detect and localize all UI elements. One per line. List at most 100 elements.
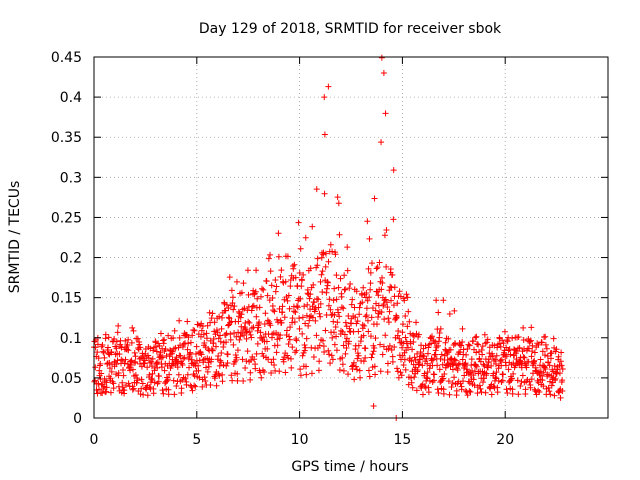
data-point [206, 309, 213, 316]
data-point [254, 327, 261, 334]
data-point [124, 342, 131, 349]
data-point [335, 200, 342, 207]
data-point [184, 318, 191, 325]
data-point [292, 274, 299, 281]
data-point [101, 383, 108, 390]
data-point [257, 329, 264, 336]
data-point [520, 353, 527, 360]
data-point [402, 334, 409, 341]
data-point [401, 356, 408, 363]
data-point [510, 370, 517, 377]
data-point [460, 346, 467, 353]
data-point [193, 351, 200, 358]
data-point [94, 341, 101, 348]
data-point [330, 297, 337, 304]
data-point [350, 362, 357, 369]
data-point [360, 358, 367, 365]
data-point [477, 385, 484, 392]
data-point [397, 369, 404, 376]
data-point [436, 366, 443, 373]
data-point [410, 338, 417, 345]
y-tick-label: 0.05 [51, 371, 82, 387]
data-point [474, 341, 481, 348]
data-point [113, 361, 120, 368]
data-point [245, 291, 252, 298]
data-point [240, 280, 247, 287]
data-point [540, 383, 547, 390]
data-point [306, 313, 313, 320]
data-point [212, 343, 219, 350]
data-point [364, 218, 371, 225]
data-point [235, 318, 242, 325]
data-point [315, 296, 322, 303]
data-point [495, 365, 502, 372]
data-point [428, 333, 435, 340]
data-point [202, 378, 209, 385]
data-point [354, 350, 361, 357]
data-point [379, 274, 386, 281]
data-point [309, 303, 316, 310]
data-point [535, 341, 542, 348]
data-point [327, 241, 334, 248]
data-point [413, 387, 420, 394]
data-point [501, 328, 508, 335]
data-point [116, 351, 123, 358]
data-point [465, 341, 472, 348]
data-point [243, 328, 250, 335]
data-point [190, 326, 197, 333]
data-point [459, 356, 466, 363]
data-point [242, 364, 249, 371]
data-point [376, 259, 383, 266]
data-point [211, 319, 218, 326]
data-point [261, 368, 268, 375]
data-point [166, 371, 173, 378]
data-point [329, 356, 336, 363]
data-point [129, 386, 136, 393]
data-point [413, 319, 420, 326]
data-point [189, 387, 196, 394]
data-point [118, 344, 125, 351]
data-point [151, 367, 158, 374]
data-point [325, 258, 332, 265]
data-point [95, 380, 102, 387]
data-point [531, 349, 538, 356]
data-point [247, 376, 254, 383]
data-point [325, 347, 332, 354]
data-point [408, 358, 415, 365]
data-point [149, 370, 156, 377]
data-point [548, 382, 555, 389]
data-point [374, 264, 381, 271]
data-point [303, 335, 310, 342]
data-point [395, 374, 402, 381]
data-point [367, 269, 374, 276]
data-point [122, 337, 129, 344]
data-point [180, 341, 187, 348]
data-point [503, 344, 510, 351]
data-point [408, 374, 415, 381]
data-point [203, 335, 210, 342]
data-point [185, 334, 192, 341]
data-point [293, 335, 300, 342]
data-point [247, 357, 254, 364]
data-point [346, 328, 353, 335]
data-point [233, 354, 240, 361]
data-point [256, 304, 263, 311]
data-point [151, 379, 158, 386]
data-point [499, 377, 506, 384]
data-point [128, 357, 135, 364]
data-point [302, 320, 309, 327]
data-point [95, 355, 102, 362]
data-point [322, 263, 329, 270]
data-point [299, 352, 306, 359]
data-point [380, 301, 387, 308]
data-point [382, 296, 389, 303]
data-point [526, 345, 533, 352]
data-point [212, 371, 219, 378]
data-point [502, 362, 509, 369]
data-point [330, 318, 337, 325]
data-point [287, 283, 294, 290]
data-point [297, 295, 304, 302]
data-point [312, 317, 319, 324]
data-point [366, 373, 373, 380]
data-point [479, 351, 486, 358]
